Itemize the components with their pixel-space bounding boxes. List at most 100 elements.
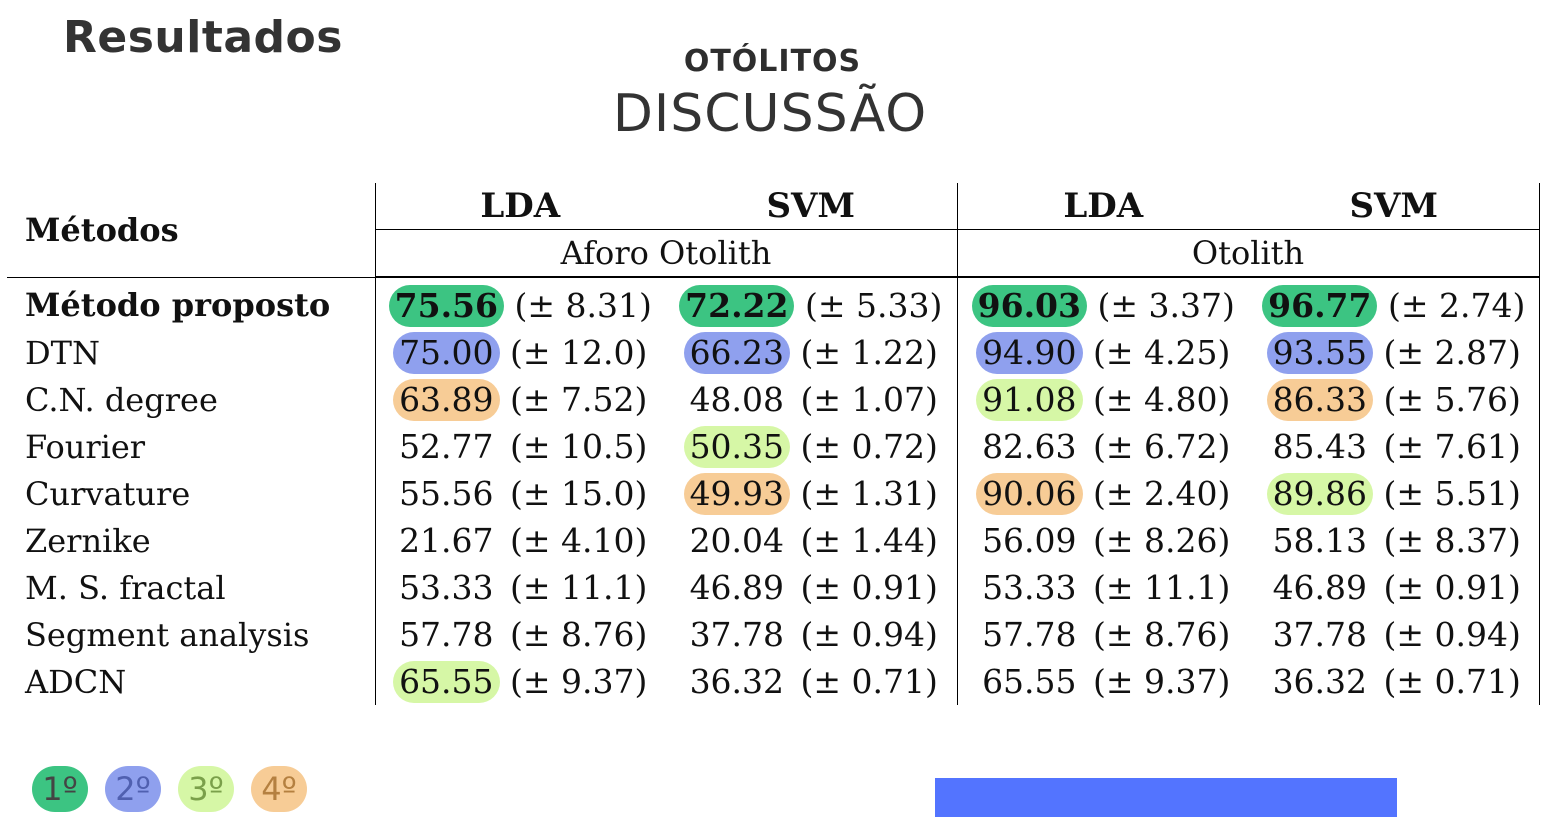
std-deviation: (± 1.22) — [800, 332, 938, 372]
accuracy-value: 48.08 — [689, 379, 785, 419]
method-name: Método proposto — [25, 286, 331, 325]
result-cell: 57.78 (± 8.76) — [956, 611, 1249, 658]
std-deviation: (± 8.31) — [514, 285, 652, 325]
result-cell: 85.43 (± 7.61) — [1249, 423, 1540, 470]
accuracy-value: 46.89 — [689, 567, 785, 607]
accuracy-value: 37.78 — [689, 614, 785, 654]
accuracy-value-ranked: 96.77 — [1262, 284, 1378, 327]
std-deviation: (± 5.33) — [804, 285, 943, 325]
table-row: ADCN 65.55 (± 9.37) 36.32 (± 0.71) 65.55 (±… — [7, 658, 1540, 705]
result-cell: 36.32 (± 0.71) — [1249, 658, 1540, 705]
accuracy-value: 53.33 — [982, 567, 1077, 607]
std-deviation: (± 12.0) — [510, 332, 648, 372]
result-cell: 46.89 (± 0.91) — [1249, 564, 1540, 611]
std-deviation: (± 2.74) — [1387, 285, 1526, 325]
accuracy-value: 56.09 — [982, 520, 1077, 560]
accuracy-value: 65.55 — [982, 661, 1077, 701]
result-cell: 58.13 (± 8.37) — [1249, 517, 1540, 564]
std-deviation: (± 0.94) — [1383, 614, 1521, 654]
accuracy-value-ranked: 86.33 — [1266, 378, 1374, 421]
accuracy-value-ranked: 89.86 — [1266, 472, 1374, 515]
accuracy-value-ranked: 63.89 — [393, 378, 500, 421]
table-header-row: Métodos LDA SVM LDA SVM — [7, 183, 1540, 278]
table-row: DTN 75.00 (± 12.0) 66.23 (± 1.22) 94.90 (± … — [7, 329, 1540, 376]
accuracy-value-ranked: 50.35 — [683, 425, 791, 468]
result-cell: 53.33 (± 11.1) — [374, 564, 665, 611]
slide-overline: OTÓLITOS — [683, 44, 862, 79]
table-body: Método proposto 75.56 (± 8.31) 72.22 (± 5.… — [7, 277, 1540, 705]
accuracy-value-ranked: 49.93 — [683, 472, 791, 515]
std-deviation: (± 9.37) — [510, 661, 648, 701]
accuracy-value-ranked: 66.23 — [683, 331, 791, 374]
accuracy-value: 36.32 — [1272, 661, 1368, 701]
accuracy-value-ranked: 91.08 — [976, 378, 1083, 421]
rank-legend: 1º 2º 3º 4º — [32, 766, 307, 812]
accuracy-value: 85.43 — [1272, 426, 1368, 466]
accuracy-value: 55.56 — [399, 473, 494, 513]
legend-badge-first: 1º — [32, 766, 88, 812]
dataset-header: Aforo Otolith — [374, 229, 957, 278]
result-cell: 75.56 (± 8.31) — [374, 277, 665, 329]
std-deviation: (± 2.87) — [1383, 332, 1521, 372]
result-cell: 72.22 (± 5.33) — [665, 277, 957, 329]
accuracy-value: 36.32 — [689, 661, 785, 701]
table-row: Zernike 21.67 (± 4.10) 20.04 (± 1.44) 56.09… — [7, 517, 1540, 564]
result-cell: 56.09 (± 8.26) — [956, 517, 1249, 564]
accuracy-value: 37.78 — [1272, 614, 1368, 654]
result-cell: 49.93 (± 1.31) — [665, 470, 957, 517]
accuracy-value-ranked: 65.55 — [393, 660, 500, 703]
classifier-header: SVM — [665, 183, 957, 230]
std-deviation: (± 10.5) — [510, 426, 648, 466]
accuracy-value: 58.13 — [1272, 520, 1368, 560]
result-cell: 52.77 (± 10.5) — [374, 423, 665, 470]
std-deviation: (± 2.40) — [1093, 473, 1231, 513]
legend-badge-fourth: 4º — [251, 766, 307, 812]
classifier-header: SVM — [1249, 183, 1540, 230]
method-name: Fourier — [25, 427, 146, 466]
method-name: Segment analysis — [25, 615, 310, 654]
std-deviation: (± 8.76) — [510, 614, 648, 654]
std-deviation: (± 7.52) — [510, 379, 648, 419]
result-cell: 93.55 (± 2.87) — [1249, 329, 1540, 376]
accuracy-value-ranked: 94.90 — [976, 331, 1083, 374]
method-name: Curvature — [25, 474, 191, 513]
result-cell: 91.08 (± 4.80) — [956, 376, 1249, 423]
table-row: C.N. degree 63.89 (± 7.52) 48.08 (± 1.07) 9… — [7, 376, 1540, 423]
result-cell: 55.56 (± 15.0) — [374, 470, 665, 517]
accuracy-value-ranked: 75.00 — [393, 331, 500, 374]
methods-column-header: Métodos — [7, 183, 375, 278]
table-row: Segment analysis 57.78 (± 8.76) 37.78 (± 0… — [7, 611, 1540, 658]
method-name: ADCN — [25, 662, 127, 701]
std-deviation: (± 3.37) — [1097, 285, 1235, 325]
std-deviation: (± 11.1) — [510, 567, 648, 607]
result-cell: 57.78 (± 8.76) — [374, 611, 665, 658]
result-cell: 82.63 (± 6.72) — [956, 423, 1249, 470]
table-row: Curvature 55.56 (± 15.0) 49.93 (± 1.31) 90.… — [7, 470, 1540, 517]
std-deviation: (± 8.76) — [1093, 614, 1231, 654]
accuracy-value-ranked: 96.03 — [971, 284, 1087, 327]
accuracy-value: 57.78 — [399, 614, 494, 654]
method-name: DTN — [25, 333, 100, 372]
accuracy-value-ranked: 93.55 — [1266, 331, 1374, 374]
std-deviation: (± 0.91) — [800, 567, 938, 607]
std-deviation: (± 6.72) — [1093, 426, 1231, 466]
table-dataset-row: Aforo Otolith Otolith — [7, 229, 1540, 278]
result-cell: 21.67 (± 4.10) — [374, 517, 665, 564]
result-cell: 37.78 (± 0.94) — [665, 611, 957, 658]
std-deviation: (± 8.37) — [1383, 520, 1521, 560]
legend-badge-second: 2º — [105, 766, 161, 812]
section-heading: Resultados — [63, 12, 343, 63]
result-cell: 20.04 (± 1.44) — [665, 517, 957, 564]
accuracy-value: 21.67 — [399, 520, 494, 560]
std-deviation: (± 0.91) — [1383, 567, 1521, 607]
std-deviation: (± 5.76) — [1383, 379, 1521, 419]
std-deviation: (± 1.44) — [800, 520, 938, 560]
result-cell: 75.00 (± 12.0) — [374, 329, 665, 376]
accuracy-value: 57.78 — [982, 614, 1077, 654]
classifier-header: LDA — [956, 183, 1249, 230]
result-cell: 94.90 (± 4.25) — [956, 329, 1249, 376]
results-table: Métodos LDA SVM LDA SVM Aforo Otolith Ot… — [7, 183, 1540, 705]
std-deviation: (± 7.61) — [1383, 426, 1521, 466]
result-cell: 48.08 (± 1.07) — [665, 376, 957, 423]
accuracy-value: 52.77 — [399, 426, 494, 466]
